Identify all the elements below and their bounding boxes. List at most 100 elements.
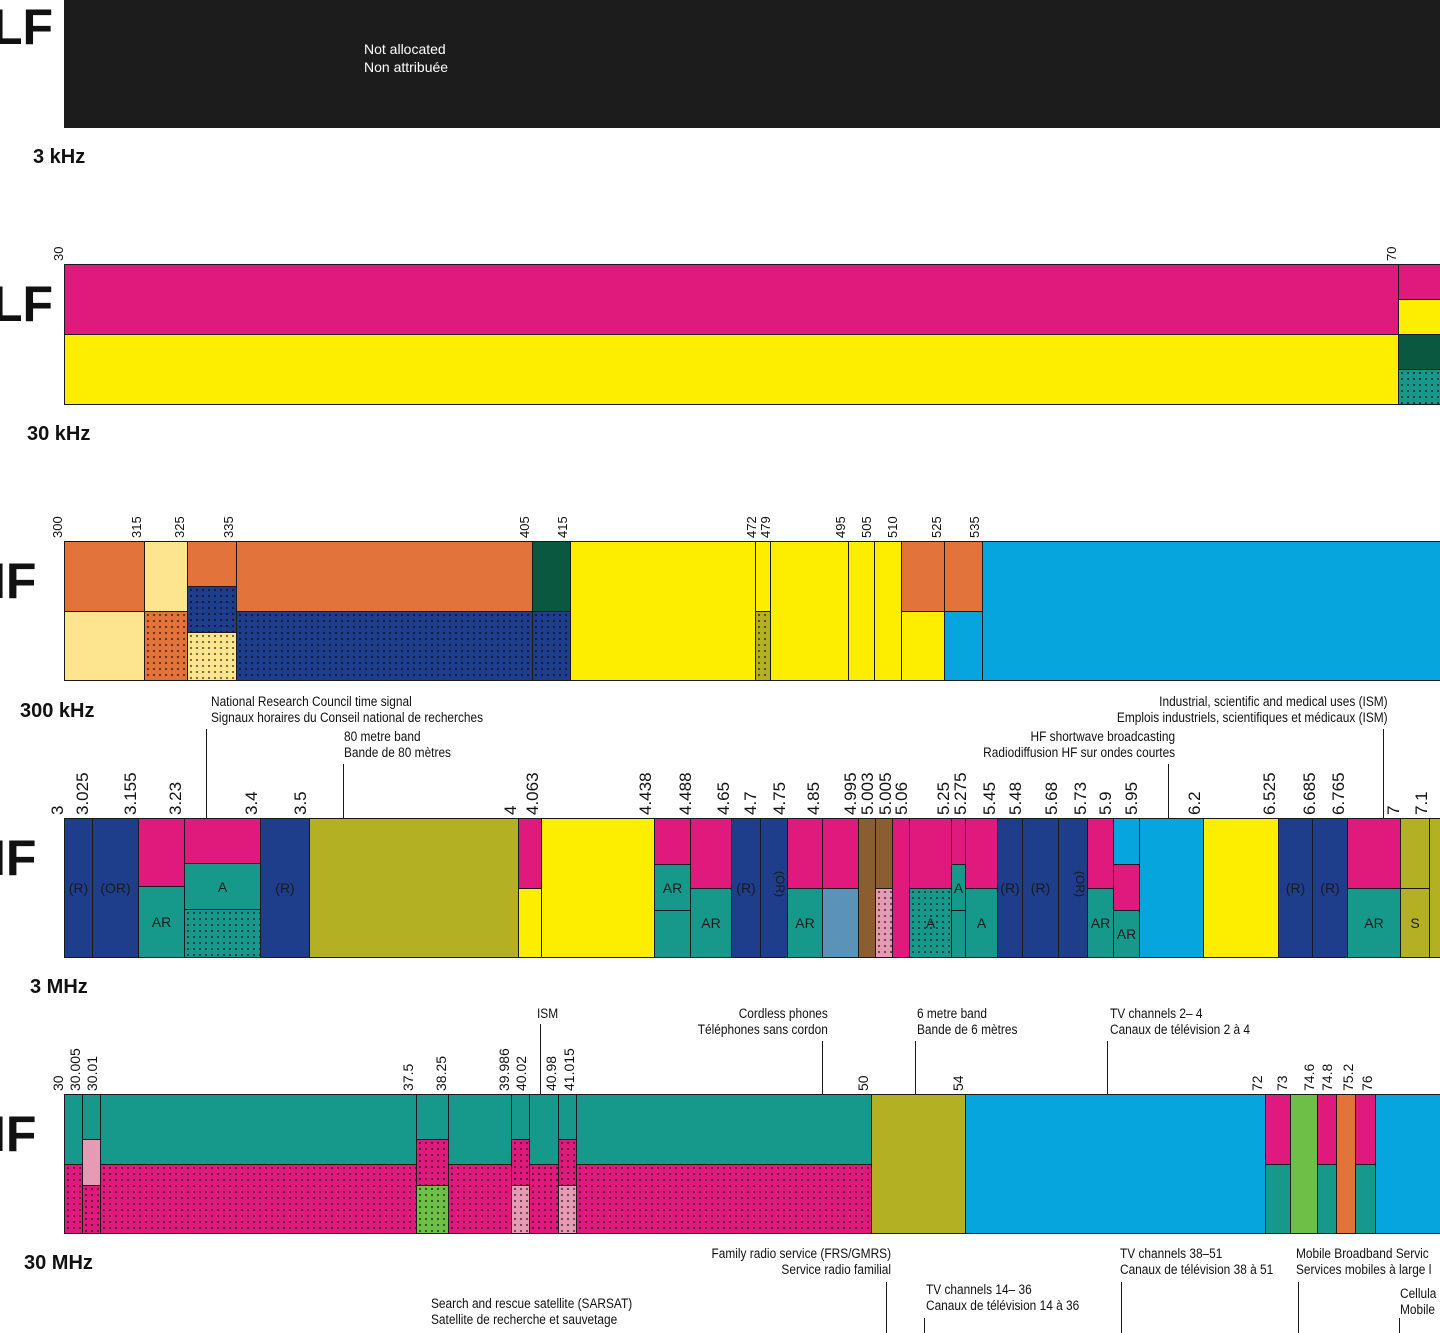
tick-label: 4.438 — [636, 772, 656, 815]
tick-label: 3.025 — [73, 772, 93, 815]
band-cell: A — [951, 864, 966, 911]
note-nrc-time-signal: National Research Council time signal Si… — [211, 694, 483, 726]
leader-line — [1121, 1282, 1122, 1333]
tick-label: 4.7 — [741, 791, 761, 815]
note-line: Signaux horaires du Conseil national de … — [211, 710, 484, 725]
band-cell — [892, 818, 910, 958]
allocation-code: (OR) — [1073, 871, 1087, 897]
allocation-code: AR — [1090, 915, 1111, 931]
band-cell: (R) — [64, 818, 93, 958]
vlf-cell — [1398, 334, 1440, 370]
note-line: Cellula — [1400, 1286, 1437, 1301]
allocation-code: (R) — [736, 880, 756, 896]
tick-label: 76 — [1358, 1075, 1375, 1091]
tick-label: 5.68 — [1042, 781, 1062, 815]
allocation-code: A — [976, 915, 987, 931]
band-cell — [875, 888, 893, 958]
tick-label: 30.01 — [83, 1055, 100, 1091]
note-cellular: Cellula Mobile — [1400, 1286, 1436, 1318]
leader-line — [206, 729, 207, 830]
band-cell — [787, 818, 823, 889]
band-cell — [64, 611, 145, 681]
not-allocated-label: Not allocated Non attribuée — [364, 40, 448, 76]
band-cell: (OR) — [92, 818, 139, 958]
band-cell — [236, 611, 533, 681]
band-cell — [755, 611, 771, 681]
band-cell: AR — [1087, 888, 1114, 958]
note-line: Family radio service (FRS/GMRS) — [711, 1246, 891, 1261]
tick-label: 300 — [50, 516, 66, 538]
band-cell — [529, 1164, 559, 1234]
leader-line — [822, 1041, 823, 1106]
band-cell: (R) — [1278, 818, 1313, 958]
note-ism-short: ISM — [537, 1006, 558, 1022]
leader-line — [924, 1318, 925, 1333]
not-allocated-block: Not allocated Non attribuée — [64, 0, 1440, 128]
band-cell — [1113, 864, 1140, 911]
band-cell: AR — [690, 888, 732, 958]
tick-label: 41.015 — [560, 1048, 577, 1091]
band-cell — [951, 818, 966, 865]
note-frs: Family radio service (FRS/GMRS) Service … — [711, 1246, 891, 1278]
note-ism: Industrial, scientific and medical uses … — [1117, 694, 1388, 726]
band-cell — [1290, 1094, 1318, 1234]
tick-label: 7.1 — [1412, 791, 1432, 815]
band-cell — [570, 541, 756, 681]
note-line: HF shortwave broadcasting — [1030, 729, 1175, 744]
band-cell: AR — [1113, 910, 1140, 958]
band-label-hf: IF — [0, 1106, 37, 1162]
band-cell — [309, 818, 519, 958]
band-cell — [518, 818, 542, 889]
band-cell — [1265, 1164, 1291, 1234]
band-cell — [875, 818, 893, 889]
band-cell — [448, 1164, 512, 1234]
tick-label: 30.005 — [66, 1048, 83, 1091]
note-line: Industrial, scientific and medical uses … — [1159, 694, 1388, 709]
tick-label: 6.685 — [1300, 772, 1320, 815]
tick-label: 4.85 — [804, 781, 824, 815]
band-cell: AR — [654, 864, 691, 911]
tick-label: 4.488 — [676, 772, 696, 815]
band-cell — [951, 910, 966, 958]
allocation-code: AR — [662, 879, 683, 896]
note-mobile-broadband: Mobile Broadband Servic Services mobiles… — [1296, 1246, 1431, 1278]
tick-label: 5.73 — [1071, 781, 1091, 815]
band-cell — [64, 1164, 83, 1234]
band-cell — [511, 1185, 530, 1234]
band-cell — [184, 909, 261, 958]
band-cell — [1113, 818, 1140, 865]
band-cell: A — [909, 888, 952, 958]
band-cell — [100, 1164, 417, 1234]
note-line: ISM — [537, 1006, 559, 1021]
tick-label: 415 — [555, 516, 571, 538]
allocation-code: AR — [151, 914, 172, 930]
leader-line — [343, 764, 344, 830]
tick-label: 73 — [1273, 1075, 1290, 1091]
band-cell — [982, 541, 1440, 681]
band-cell — [576, 1164, 872, 1234]
band-cell — [187, 586, 237, 633]
allocation-code: A — [953, 879, 964, 896]
band-label-vlf: LF — [0, 276, 54, 332]
tick-label: 72 — [1248, 1075, 1265, 1091]
freq-label-30khz: 30 kHz — [27, 423, 91, 445]
leader-line — [1298, 1282, 1299, 1333]
band-cell — [1139, 818, 1204, 958]
note-line: Canaux de télévision 2 à 4 — [1110, 1022, 1251, 1037]
band-cell — [1400, 818, 1430, 889]
tick-label: 37.5 — [399, 1063, 416, 1091]
note-line: TV channels 38–51 — [1120, 1246, 1223, 1261]
band-cell — [1203, 818, 1279, 958]
band-cell — [871, 1094, 966, 1234]
tick-label: 405 — [517, 516, 533, 538]
tick-label: 472 — [744, 516, 760, 538]
band-cell: AR — [1347, 888, 1401, 958]
band-cell — [909, 818, 952, 889]
tick-label: 4.063 — [523, 772, 543, 815]
band-cell: (R) — [731, 818, 761, 958]
band-cell — [144, 541, 188, 612]
band-cell — [558, 1094, 577, 1140]
tick-label: 6.2 — [1185, 791, 1205, 815]
tick-label: 74.6 — [1300, 1063, 1317, 1091]
band-cell — [965, 818, 998, 889]
